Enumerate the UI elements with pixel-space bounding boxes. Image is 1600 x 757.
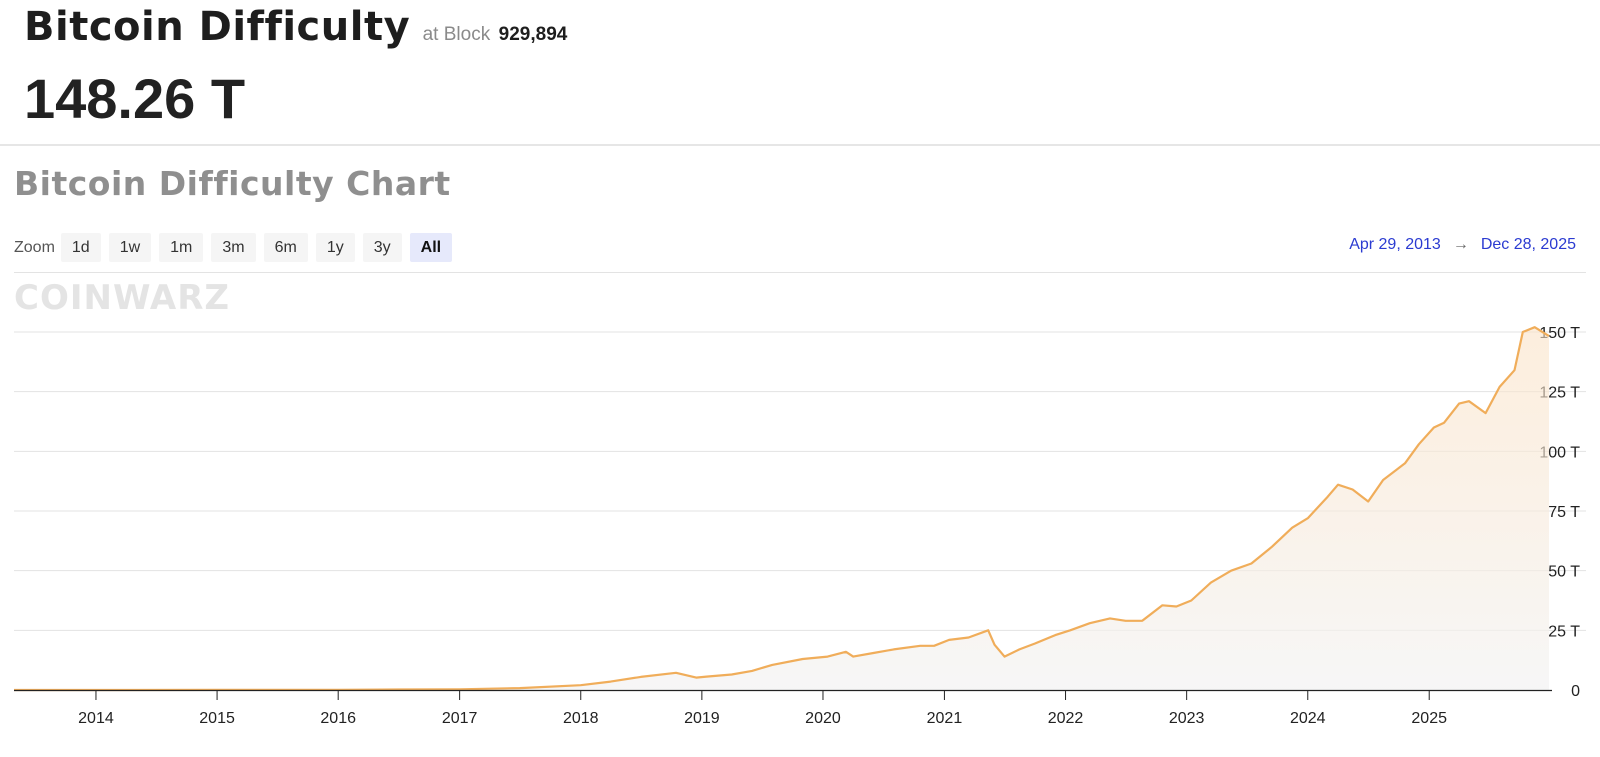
x-tick-label: 2025 xyxy=(1411,710,1447,727)
y-tick-label: 125 T xyxy=(1539,385,1580,402)
x-tick-label: 2021 xyxy=(927,710,963,727)
y-tick-label: 50 T xyxy=(1548,564,1580,581)
date-range: Apr 29, 2013 → Dec 28, 2025 xyxy=(1349,236,1576,254)
arrow-right-icon: → xyxy=(1452,236,1469,253)
series-line xyxy=(14,326,1550,692)
range-end-date[interactable]: Dec 28, 2025 xyxy=(1480,236,1576,253)
y-tick-label: 150 T xyxy=(1539,325,1580,342)
zoom-3m-button[interactable]: 3m xyxy=(211,233,256,262)
zoom-controls: Zoom 1d 1w 1m 3m 6m 1y 3y All xyxy=(14,233,460,262)
block-number: 929,894 xyxy=(498,24,568,45)
y-tick-label: 25 T xyxy=(1548,623,1580,640)
x-tick-label: 2017 xyxy=(442,710,478,727)
x-tick-label: 2020 xyxy=(805,710,841,727)
y-tick-label: 100 T xyxy=(1539,444,1580,461)
zoom-label: Zoom xyxy=(14,238,55,256)
x-tick-label: 2014 xyxy=(78,710,114,727)
x-tick-label: 2018 xyxy=(563,710,599,727)
x-tick-label: 2024 xyxy=(1290,710,1326,727)
coinwarz-watermark-logo: COINWARZ xyxy=(14,278,230,318)
series-layer xyxy=(14,326,1550,692)
y-tick-label: 0 xyxy=(1571,683,1580,700)
zoom-6m-button[interactable]: 6m xyxy=(263,233,308,262)
zoom-1y-button[interactable]: 1y xyxy=(315,233,355,262)
zoom-all-button[interactable]: All xyxy=(409,233,453,262)
at-block-label: at Block xyxy=(422,24,491,45)
chart-title: Bitcoin Difficulty Chart xyxy=(14,164,451,203)
series-area xyxy=(14,327,1549,690)
zoom-1w-button[interactable]: 1w xyxy=(108,233,152,262)
header: Bitcoin Difficulty at Block 929,894 148.… xyxy=(0,0,1600,144)
zoom-1d-button[interactable]: 1d xyxy=(60,233,101,262)
gridlines xyxy=(14,331,1586,631)
range-start-date[interactable]: Apr 29, 2013 xyxy=(1349,236,1441,253)
zoom-3y-button[interactable]: 3y xyxy=(362,233,402,262)
x-tick-label: 2019 xyxy=(684,710,720,727)
x-tick-label: 2016 xyxy=(320,710,356,727)
x-tick-label: 2022 xyxy=(1048,710,1084,727)
x-tick-label: 2015 xyxy=(199,710,235,727)
header-divider xyxy=(0,144,1600,146)
x-axis: 2014 2015 2016 2017 2018 2019 2020 2021 2022 2023… xyxy=(14,689,1552,727)
title-row: Bitcoin Difficulty at Block 929,894 xyxy=(24,4,567,50)
x-tick-label: 2023 xyxy=(1169,710,1205,727)
y-axis-labels: 0 25 T 50 T 75 T 100 T 125 T 150 T xyxy=(1539,325,1580,700)
zoom-1m-button[interactable]: 1m xyxy=(159,233,204,262)
difficulty-chart[interactable]: COINWARZ 0 25 T 50 T 75 T 100 T 125 T 150 T 20… xyxy=(0,272,1600,757)
current-difficulty-value: 148.26 T xyxy=(24,67,246,130)
y-tick-label: 75 T xyxy=(1548,504,1580,521)
page-title: Bitcoin Difficulty xyxy=(24,4,411,50)
